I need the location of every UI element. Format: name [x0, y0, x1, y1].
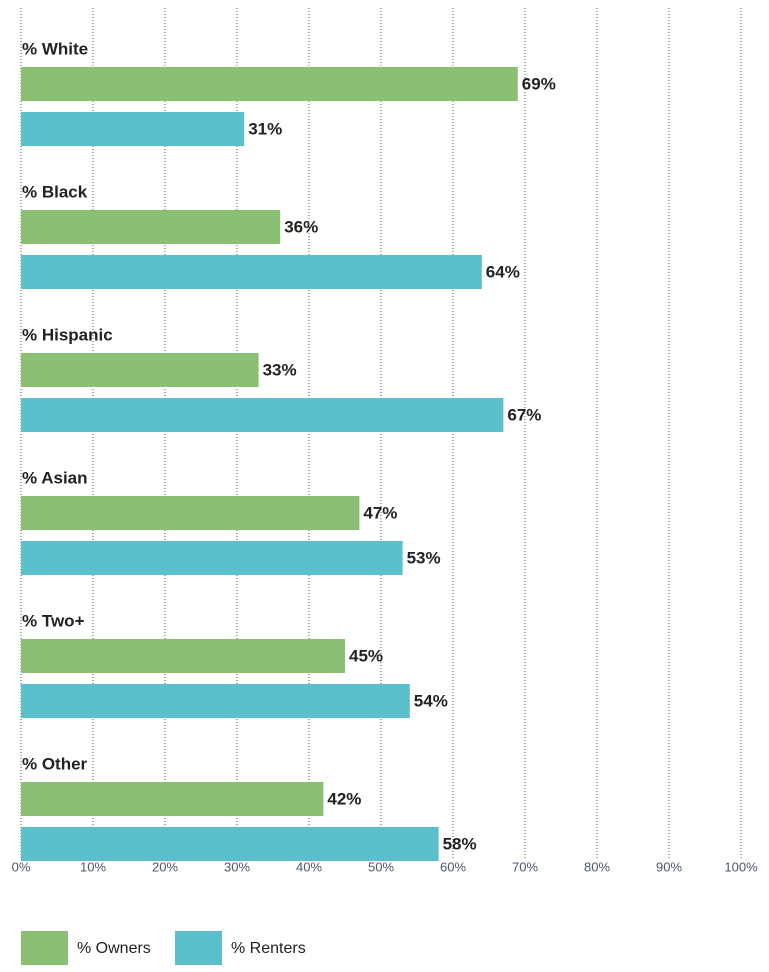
bar	[21, 827, 439, 861]
bar	[21, 67, 518, 101]
value-label: 58%	[443, 834, 477, 853]
value-label: 64%	[486, 262, 520, 281]
x-tick-label: 0%	[12, 859, 31, 874]
bar	[21, 353, 259, 387]
x-tick-label: 20%	[152, 859, 178, 874]
x-tick-label: 10%	[80, 859, 106, 874]
bar	[21, 210, 281, 244]
bar	[21, 541, 403, 575]
value-label: 33%	[263, 360, 297, 379]
bar	[21, 496, 360, 530]
category-label: % Other	[22, 754, 88, 773]
category-label: % White	[22, 39, 88, 58]
bar	[21, 684, 410, 718]
value-label: 31%	[248, 119, 282, 138]
value-label: 45%	[349, 646, 383, 665]
legend-swatch	[21, 931, 68, 965]
bar	[21, 255, 482, 289]
legend-label: % Renters	[231, 940, 306, 957]
value-label: 53%	[407, 548, 441, 567]
value-label: 42%	[327, 789, 361, 808]
value-label: 67%	[507, 405, 541, 424]
category-label: % Asian	[22, 468, 88, 487]
bar	[21, 112, 245, 146]
category-label: % Two+	[22, 611, 85, 630]
x-tick-label: 30%	[224, 859, 250, 874]
bar	[21, 639, 345, 673]
x-tick-label: 70%	[512, 859, 538, 874]
value-label: 36%	[284, 217, 318, 236]
category-label: % Black	[22, 182, 88, 201]
x-tick-label: 80%	[584, 859, 610, 874]
value-label: 69%	[522, 74, 556, 93]
value-label: 54%	[414, 691, 448, 710]
legend-swatch	[175, 931, 222, 965]
value-label: 47%	[363, 503, 397, 522]
bar	[21, 398, 504, 432]
category-label: % Hispanic	[22, 325, 113, 344]
x-tick-label: 90%	[656, 859, 682, 874]
legend-label: % Owners	[77, 940, 151, 957]
x-tick-label: 60%	[440, 859, 466, 874]
bar	[21, 782, 324, 816]
x-tick-label: 40%	[296, 859, 322, 874]
x-tick-label: 100%	[724, 859, 758, 874]
x-tick-label: 50%	[368, 859, 394, 874]
